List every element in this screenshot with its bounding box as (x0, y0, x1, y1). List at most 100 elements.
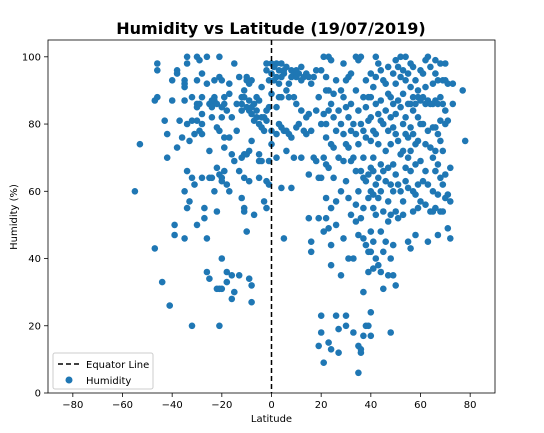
data-point (409, 107, 417, 114)
data-point (332, 198, 340, 205)
data-point (404, 70, 412, 77)
data-point (223, 278, 231, 286)
data-point (337, 120, 345, 128)
data-point (183, 60, 191, 67)
data-point (312, 157, 320, 165)
data-point (221, 134, 228, 141)
data-point (362, 241, 370, 249)
data-point (429, 80, 437, 87)
data-point (392, 56, 400, 64)
data-point (335, 107, 342, 114)
data-point (432, 124, 439, 131)
data-point (437, 137, 444, 145)
data-point (218, 177, 226, 185)
x-tick-label: 40 (364, 400, 377, 411)
data-point (422, 140, 429, 148)
data-point (335, 325, 342, 333)
data-point (377, 67, 385, 74)
data-point (332, 312, 340, 320)
data-point (221, 100, 228, 108)
data-point (340, 235, 347, 242)
data-point (203, 268, 211, 276)
data-point (367, 248, 375, 256)
data-point (384, 198, 392, 205)
data-point (248, 110, 255, 118)
data-point (459, 87, 467, 94)
data-point (360, 93, 367, 101)
data-point (322, 73, 330, 81)
data-point (322, 120, 330, 128)
data-point (191, 181, 198, 188)
data-point (317, 312, 325, 320)
data-point (218, 255, 226, 262)
data-point (243, 228, 250, 235)
data-point (305, 171, 313, 178)
data-point (434, 77, 442, 84)
data-point (240, 93, 248, 101)
data-point (392, 130, 400, 138)
data-point (245, 97, 253, 104)
data-point (268, 90, 275, 98)
data-point (285, 93, 293, 101)
data-point (434, 100, 442, 108)
data-point (375, 110, 382, 118)
data-point (186, 137, 193, 145)
data-point (372, 73, 380, 81)
data-point (332, 127, 340, 135)
data-point (221, 167, 228, 175)
data-point (283, 63, 290, 71)
data-point (399, 211, 407, 219)
data-point (330, 144, 337, 151)
data-point (389, 100, 397, 108)
data-point (260, 198, 268, 205)
data-point (367, 309, 375, 316)
data-point (168, 97, 176, 104)
data-point (347, 70, 355, 77)
data-point (315, 214, 323, 222)
data-point (231, 157, 238, 165)
data-point (360, 127, 367, 135)
data-point (387, 255, 395, 262)
chart-title: Humidity vs Latitude (19/07/2019) (116, 19, 425, 38)
data-point (228, 295, 236, 303)
data-point (263, 204, 270, 212)
data-point (288, 134, 295, 141)
data-point (173, 67, 181, 74)
data-point (221, 144, 228, 151)
data-point (350, 329, 357, 336)
data-point (298, 154, 305, 161)
y-tick-label: 80 (28, 120, 41, 131)
data-point (317, 67, 325, 74)
data-point (370, 167, 377, 175)
data-point (198, 110, 206, 118)
data-point (258, 157, 265, 165)
data-point (380, 120, 387, 128)
data-point (325, 164, 332, 172)
data-point (399, 147, 407, 155)
data-point (447, 198, 454, 205)
data-point (337, 272, 345, 279)
data-point (173, 144, 181, 151)
data-point (372, 100, 380, 108)
data-point (432, 167, 439, 175)
data-point (265, 77, 273, 84)
data-point (367, 137, 375, 145)
data-point (335, 154, 342, 161)
data-point (375, 60, 382, 67)
data-point (203, 235, 211, 242)
data-point (399, 198, 407, 205)
data-point (245, 275, 253, 283)
data-point (409, 130, 417, 138)
x-tick-label: −20 (211, 400, 232, 411)
data-point (370, 265, 377, 272)
data-point (255, 174, 263, 182)
data-point (422, 167, 429, 175)
x-axis: −80 −60 −40 −20 0 20 40 60 80 (62, 393, 477, 411)
data-point (424, 181, 432, 188)
data-point (402, 53, 409, 61)
data-point (136, 140, 144, 148)
legend-humidity-marker (65, 376, 73, 384)
data-point (362, 134, 370, 141)
data-point (273, 60, 280, 67)
data-point (365, 268, 372, 276)
